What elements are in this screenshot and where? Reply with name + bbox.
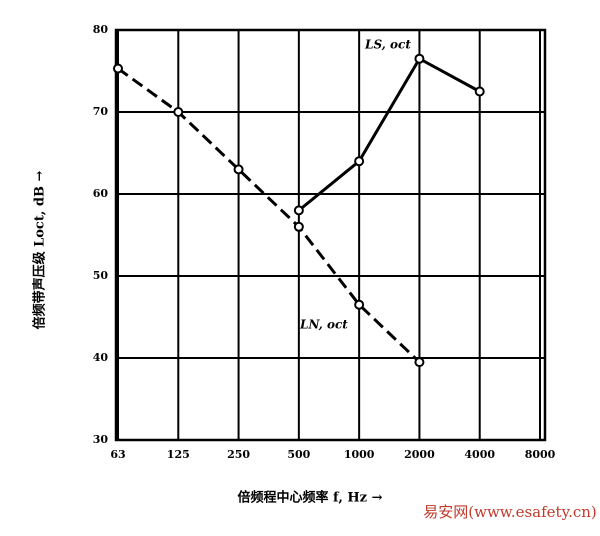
y-tick-label: 70 — [93, 105, 109, 118]
data-point — [113, 63, 123, 74]
series-label: LN, oct — [299, 318, 348, 332]
data-point — [293, 205, 304, 216]
x-tick-label: 125 — [167, 448, 190, 461]
y-tick-label: 40 — [93, 351, 109, 364]
series-line — [117, 67, 421, 364]
series-line — [297, 56, 481, 212]
data-point — [354, 299, 365, 310]
series-label: LS, oct — [364, 38, 411, 52]
data-point — [414, 53, 425, 64]
watermark: 易安网(www.esafety.cn) — [423, 503, 597, 521]
data-point — [293, 221, 304, 232]
data-point — [173, 107, 184, 117]
data-point — [414, 357, 425, 368]
x-tick-label: 1000 — [344, 448, 375, 461]
y-tick-label: 50 — [93, 269, 109, 282]
data-point — [474, 86, 485, 97]
x-tick-label: 250 — [227, 448, 250, 461]
y-tick-label: 80 — [93, 23, 109, 36]
data-point — [233, 164, 244, 175]
x-tick-label: 500 — [287, 448, 310, 461]
x-axis-label: 倍频程中心频率 f, Hz → — [238, 490, 383, 506]
x-tick-label: 2000 — [404, 448, 435, 461]
data-point — [354, 156, 365, 167]
y-tick-label: 60 — [93, 187, 109, 200]
y-axis-label: 倍频带声压级 Loct, dB → — [32, 170, 48, 329]
x-tick-label: 4000 — [464, 448, 495, 461]
x-tick-label: 8000 — [525, 448, 556, 461]
y-tick-label: 30 — [93, 433, 109, 446]
x-tick-label: 63 — [110, 448, 125, 461]
